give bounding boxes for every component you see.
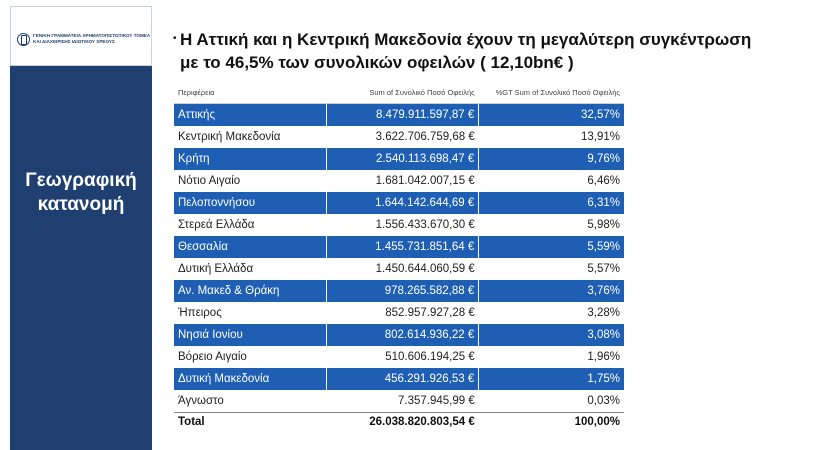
column-header-region[interactable]: Περιφέρεια xyxy=(174,86,327,104)
amount-cell: 8.479.911.597,87 € xyxy=(326,103,480,126)
table-row[interactable]: Νότιο Αιγαίο 1.681.042.007,15 € 6,46% xyxy=(174,170,624,192)
logo-line: ΓΕΝΙΚΗ ΓΡΑΜΜΑΤΕΙΑ ΧΡΗΜΑΤΟΠΙΣΤΩΤΙΚΟΥ ΤΟΜΕ… xyxy=(33,33,151,38)
region-cell: Κρήτη xyxy=(174,148,327,170)
table-row[interactable]: Ήπειρος 852.957.927,28 € 3,28% xyxy=(174,302,624,324)
table-row[interactable]: Κρήτη 2.540.113.698,47 €9,76% xyxy=(174,148,624,170)
region-cell: Νότιο Αιγαίο xyxy=(178,175,241,187)
amount-cell: 7.357.945,99 € xyxy=(398,395,475,407)
percent-cell: 1,75% xyxy=(478,368,624,390)
region-cell: Δυτική Μακεδονία xyxy=(174,368,327,390)
amount-cell: 2.540.113.698,47 € xyxy=(326,148,480,170)
amount-cell: 1.455.731.851,64 € xyxy=(326,236,480,258)
amount-cell: 456.291.926,53 € xyxy=(326,368,480,390)
region-cell: Αν. Μακεδ & Θράκη xyxy=(174,280,327,302)
table-row[interactable]: Θεσσαλία 1.455.731.851,64 €5,59% xyxy=(174,236,624,258)
table-row[interactable]: Νησιά Ιονίου 802.614.936,22 €3,08% xyxy=(174,324,624,346)
percent-cell: 0,03% xyxy=(587,395,620,407)
percent-cell: 1,96% xyxy=(587,351,620,363)
headline-line: Η Αττική και η Κεντρική Μακεδονία έχουν … xyxy=(180,30,752,49)
logo-text: ΓΕΝΙΚΗ ΓΡΑΜΜΑΤΕΙΑ ΧΡΗΜΑΤΟΠΙΣΤΩΤΙΚΟΥ ΤΟΜΕ… xyxy=(33,33,151,45)
total-amount: 26.038.820.803,54 € xyxy=(326,412,479,431)
amount-cell: 1.681.042.007,15 € xyxy=(375,175,475,187)
table-row[interactable]: Στερεά Ελλάδα 1.556.433.670,30 € 5,98% xyxy=(174,214,624,236)
organization-logo: ΓΕΝΙΚΗ ΓΡΑΜΜΑΤΕΙΑ ΧΡΗΜΑΤΟΠΙΣΤΩΤΙΚΟΥ ΤΟΜΕ… xyxy=(10,6,152,66)
percent-cell: 9,76% xyxy=(478,148,624,170)
percent-cell: 13,91% xyxy=(580,131,620,143)
region-cell: Άγνωστο xyxy=(178,395,224,407)
amount-cell: 852.957.927,28 € xyxy=(385,307,475,319)
percent-cell: 32,57% xyxy=(478,103,624,126)
logo-line: ΚΑΙ ΔΙΑΧΕΙΡΙΣΗΣ ΙΔΙΩΤΙΚΟΥ ΧΡΕΟΥΣ xyxy=(33,39,115,44)
debt-by-region-table: Περιφέρεια Sum of Συνολικό Ποσό Οφειλής … xyxy=(174,86,624,431)
column-header-percent[interactable]: %GT Sum of Συνολικό Ποσό Οφειλής xyxy=(478,86,624,104)
region-cell: Βόρειο Αιγαίο xyxy=(178,351,247,363)
column-header-amount[interactable]: Sum of Συνολικό Ποσό Οφειλής xyxy=(326,86,479,104)
section-title-line: κατανομή xyxy=(37,194,125,215)
column-header-percent-label: %GT Sum of Συνολικό Ποσό Οφειλής xyxy=(495,87,620,97)
region-cell: Ήπειρος xyxy=(178,307,222,319)
region-cell: Πελοποννήσου xyxy=(174,192,327,214)
total-row: Total 26.038.820.803,54 €100,00% xyxy=(174,412,624,431)
amount-cell: 1.644.142.644,69 € xyxy=(326,192,480,214)
page-headline: Η Αττική και η Κεντρική Μακεδονία έχουν … xyxy=(180,28,820,74)
amount-cell: 1.450.644.060,59 € xyxy=(375,263,475,275)
percent-cell: 3,28% xyxy=(587,307,620,319)
amount-cell: 1.556.433.670,30 € xyxy=(375,219,475,231)
region-cell: Στερεά Ελλάδα xyxy=(178,219,255,231)
section-title: Γεωγραφική κατανομή xyxy=(10,169,152,217)
sidebar-panel: ΓΕΝΙΚΗ ΓΡΑΜΜΑΤΕΙΑ ΧΡΗΜΑΤΟΠΙΣΤΩΤΙΚΟΥ ΤΟΜΕ… xyxy=(10,6,152,450)
amount-cell: 510.606.194,25 € xyxy=(385,351,475,363)
percent-cell: 3,76% xyxy=(478,280,624,302)
table-row[interactable]: Αττικής 8.479.911.597,87 €32,57% xyxy=(174,103,624,126)
region-cell: Αττικής xyxy=(174,103,327,126)
table-body: Αττικής 8.479.911.597,87 €32,57% Κεντρική … xyxy=(174,103,624,431)
amount-cell: 3.622.706.759,68 € xyxy=(375,131,475,143)
table-row[interactable]: Άγνωστο 7.357.945,99 € 0,03% xyxy=(174,390,624,413)
region-cell: Κεντρική Μακεδονία xyxy=(178,131,281,143)
table-row[interactable]: Αν. Μακεδ & Θράκη 978.265.582,88 €3,76% xyxy=(174,280,624,302)
amount-cell: 802.614.936,22 € xyxy=(326,324,480,346)
total-label: Total xyxy=(174,412,327,431)
percent-cell: 5,59% xyxy=(478,236,624,258)
headline-line: με το 46,5% των συνολικών οφειλών ( 12,1… xyxy=(180,53,574,72)
region-cell: Δυτική Ελλάδα xyxy=(178,263,254,275)
table-row[interactable]: Δυτική Μακεδονία 456.291.926,53 €1,75% xyxy=(174,368,624,390)
bullet-icon: • xyxy=(173,33,177,44)
percent-cell: 6,31% xyxy=(478,192,624,214)
region-cell: Νησιά Ιονίου xyxy=(174,324,327,346)
table-row[interactable]: Δυτική Ελλάδα 1.450.644.060,59 € 5,57% xyxy=(174,258,624,280)
total-percent: 100,00% xyxy=(478,412,624,431)
percent-cell: 3,08% xyxy=(478,324,624,346)
table-row[interactable]: Βόρειο Αιγαίο 510.606.194,25 € 1,96% xyxy=(174,346,624,368)
table-header-row: Περιφέρεια Sum of Συνολικό Ποσό Οφειλής … xyxy=(174,86,624,104)
region-cell: Θεσσαλία xyxy=(174,236,327,258)
section-title-line: Γεωγραφική xyxy=(25,170,137,191)
percent-cell: 5,98% xyxy=(587,219,620,231)
table-row[interactable]: Κεντρική Μακεδονία 3.622.706.759,68 € 13,9… xyxy=(174,126,624,148)
amount-cell: 978.265.582,88 € xyxy=(326,280,480,302)
greek-emblem-icon xyxy=(17,33,30,46)
table-row[interactable]: Πελοποννήσου 1.644.142.644,69 €6,31% xyxy=(174,192,624,214)
percent-cell: 6,46% xyxy=(587,175,620,187)
percent-cell: 5,57% xyxy=(587,263,620,275)
